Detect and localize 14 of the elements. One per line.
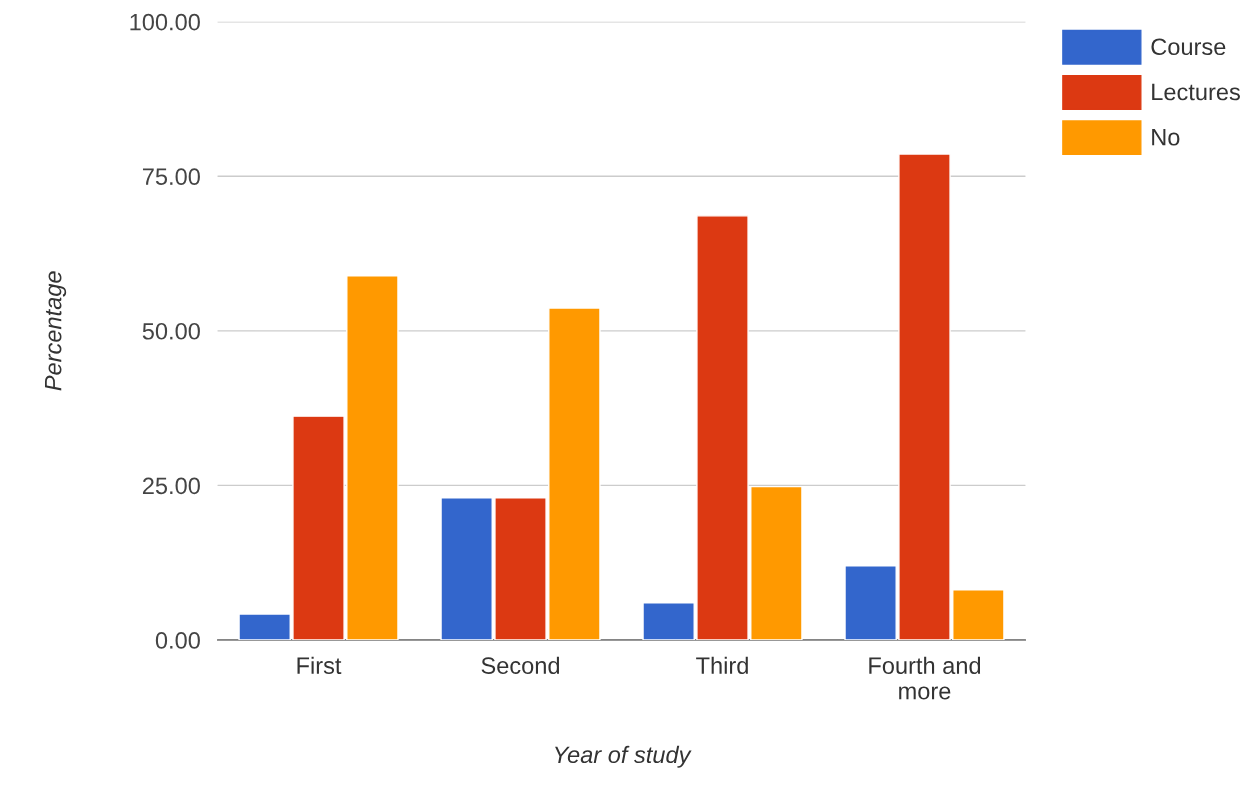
x-tick-label: Second bbox=[481, 656, 560, 674]
y-tick-label: 50.00 bbox=[142, 322, 200, 340]
legend-label: No bbox=[1152, 129, 1180, 146]
y-tick-label: 0.00 bbox=[155, 632, 200, 649]
y-axis-title: Percentage bbox=[45, 271, 67, 391]
y-tick-label: 25.00 bbox=[142, 477, 200, 495]
legend-label: Lectures bbox=[1152, 83, 1240, 101]
legend-label: Course bbox=[1151, 38, 1226, 56]
x-tick-label: First bbox=[297, 656, 342, 674]
x-tick-label: Fourth and more bbox=[869, 656, 981, 700]
x-axis-title: Year of study bbox=[555, 745, 692, 768]
x-tick-label: Third bbox=[696, 656, 748, 674]
y-tick-label: 100.00 bbox=[130, 13, 200, 31]
y-tick-label: 75.00 bbox=[142, 168, 200, 186]
